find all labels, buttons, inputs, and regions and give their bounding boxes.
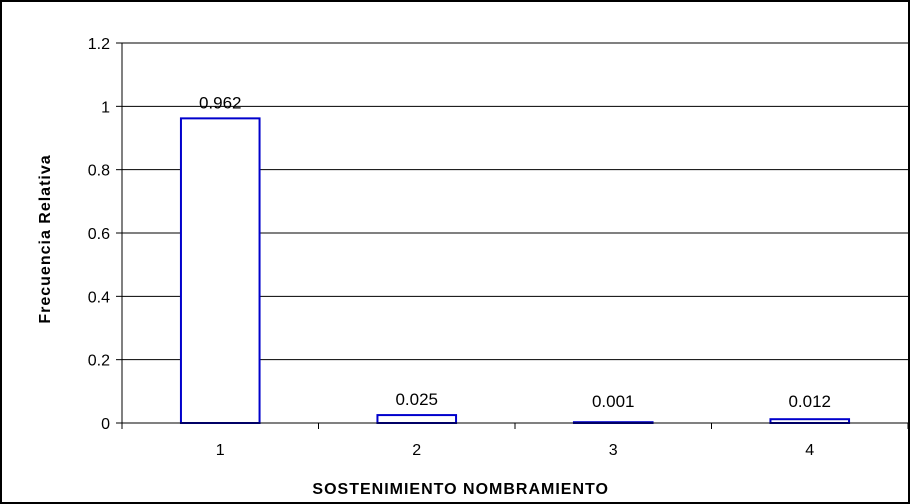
x-tick-label: 3 [609, 442, 618, 459]
y-axis-title: Frecuencia Relativa [37, 154, 54, 323]
bar [179, 117, 261, 424]
data-label: 0.962 [199, 93, 242, 112]
data-label: 0.001 [592, 392, 635, 411]
data-label: 0.012 [788, 392, 831, 411]
x-tick-label: 1 [216, 442, 225, 459]
data-label: 0.025 [395, 390, 438, 409]
x-tick-label: 4 [805, 442, 814, 459]
axes [116, 42, 908, 429]
y-tick-label: 0.4 [88, 289, 110, 306]
y-tick-label: 1.2 [88, 36, 110, 53]
y-tick-labels: 0 0.2 0.4 0.6 0.8 1 1.2 [88, 36, 110, 433]
y-tick-label: 0 [101, 416, 110, 433]
bars [179, 117, 851, 425]
x-tick-labels: 1 2 3 4 [216, 442, 815, 459]
bar [769, 418, 851, 425]
y-tick-label: 0.6 [88, 226, 110, 243]
y-tick-label: 1 [101, 99, 110, 116]
x-axis-title: SOSTENIMIENTO NOMBRAMIENTO [312, 481, 609, 498]
data-labels: 0.962 0.025 0.001 0.012 [199, 93, 831, 411]
x-tick-label: 2 [412, 442, 421, 459]
y-tick-label: 0.8 [88, 163, 110, 180]
bar [376, 414, 458, 425]
y-tick-label: 0.2 [88, 353, 110, 370]
